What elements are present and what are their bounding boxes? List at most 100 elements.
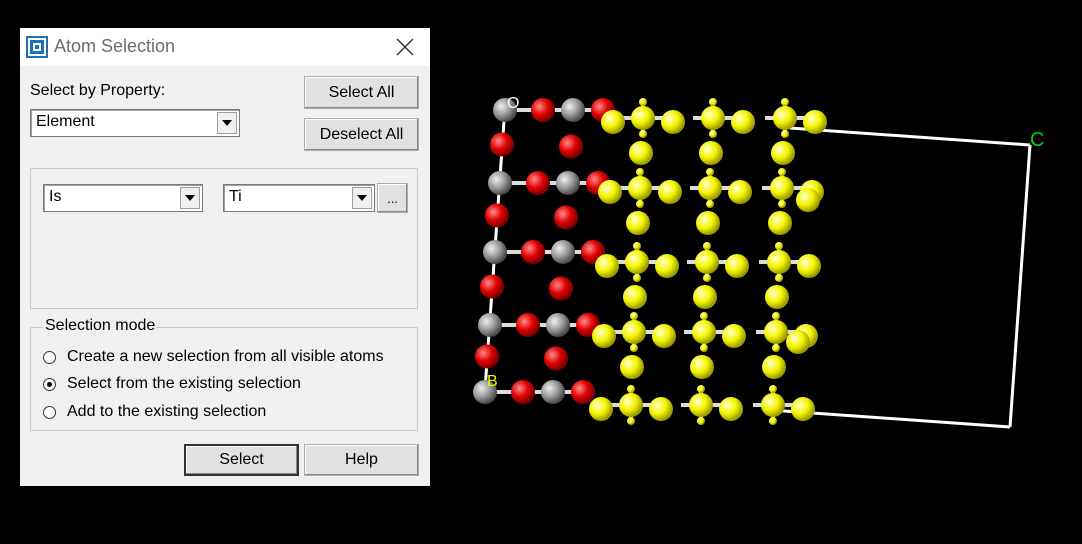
selected-oxygen-atom[interactable] xyxy=(697,385,705,393)
selected-oxygen-atom[interactable] xyxy=(772,344,780,352)
selected-oxygen-atom[interactable] xyxy=(769,385,777,393)
titanium-atom[interactable] xyxy=(556,171,580,195)
oxygen-atom[interactable] xyxy=(554,205,578,230)
selected-oxygen-atom[interactable] xyxy=(706,168,714,176)
titanium-atom[interactable] xyxy=(546,313,570,337)
selected-titanium-atom[interactable] xyxy=(689,393,713,417)
selected-oxygen-atom[interactable] xyxy=(765,285,789,309)
selected-oxygen-atom[interactable] xyxy=(690,355,714,379)
oxygen-atom[interactable] xyxy=(485,203,509,228)
selected-oxygen-atom[interactable] xyxy=(791,397,815,421)
molecule-viewport[interactable]: C O B xyxy=(440,60,1082,480)
radio-select-from-existing[interactable]: Select from the existing selection xyxy=(43,375,301,393)
titanium-atom[interactable] xyxy=(473,380,497,404)
selected-titanium-atom[interactable] xyxy=(770,176,794,200)
selected-titanium-atom[interactable] xyxy=(695,250,719,274)
selected-oxygen-atom[interactable] xyxy=(778,168,786,176)
selected-oxygen-atom[interactable] xyxy=(700,344,708,352)
titanium-atom[interactable] xyxy=(551,240,575,264)
selected-oxygen-atom[interactable] xyxy=(626,211,650,235)
selected-oxygen-atom[interactable] xyxy=(589,397,613,421)
selected-titanium-atom[interactable] xyxy=(692,320,716,344)
select-all-button[interactable]: Select All xyxy=(304,76,419,109)
radio-button[interactable] xyxy=(43,405,56,419)
selected-oxygen-atom[interactable] xyxy=(709,130,717,138)
selected-oxygen-atom[interactable] xyxy=(722,324,746,348)
selected-oxygen-atom[interactable] xyxy=(803,110,827,134)
operator-select[interactable]: Is xyxy=(43,184,203,212)
close-icon[interactable] xyxy=(394,36,416,58)
oxygen-atom[interactable] xyxy=(521,240,545,264)
selected-oxygen-atom[interactable] xyxy=(620,355,644,379)
select-button[interactable]: Select xyxy=(184,444,299,476)
selected-oxygen-atom[interactable] xyxy=(728,180,752,204)
selected-oxygen-atom[interactable] xyxy=(636,168,644,176)
titanium-atom[interactable] xyxy=(561,98,585,122)
titanium-atom[interactable] xyxy=(488,171,512,195)
selected-oxygen-atom[interactable] xyxy=(775,274,783,282)
selected-oxygen-atom[interactable] xyxy=(762,355,786,379)
selected-oxygen-atom[interactable] xyxy=(768,211,792,235)
selected-oxygen-atom[interactable] xyxy=(693,285,717,309)
selected-oxygen-atom[interactable] xyxy=(769,417,777,425)
titanium-atom[interactable] xyxy=(478,313,502,337)
radio-add-to-existing[interactable]: Add to the existing selection xyxy=(43,403,266,421)
property-select[interactable]: Element xyxy=(30,109,240,137)
selected-oxygen-atom[interactable] xyxy=(696,211,720,235)
selected-oxygen-atom[interactable] xyxy=(781,130,789,138)
selected-oxygen-atom[interactable] xyxy=(627,417,635,425)
selected-oxygen-atom[interactable] xyxy=(775,242,783,250)
selected-oxygen-atom[interactable] xyxy=(797,254,821,278)
selected-oxygen-atom[interactable] xyxy=(633,242,641,250)
selected-oxygen-atom[interactable] xyxy=(796,188,820,212)
selected-oxygen-atom[interactable] xyxy=(771,141,795,165)
selected-oxygen-atom[interactable] xyxy=(706,200,714,208)
selected-oxygen-atom[interactable] xyxy=(781,98,789,106)
oxygen-atom[interactable] xyxy=(490,132,514,157)
selected-oxygen-atom[interactable] xyxy=(598,180,622,204)
selected-titanium-atom[interactable] xyxy=(628,176,652,200)
selected-oxygen-atom[interactable] xyxy=(778,200,786,208)
selected-oxygen-atom[interactable] xyxy=(786,330,810,354)
selected-titanium-atom[interactable] xyxy=(773,106,797,130)
selected-oxygen-atom[interactable] xyxy=(699,141,723,165)
value-select[interactable]: Ti xyxy=(223,184,375,212)
oxygen-atom[interactable] xyxy=(480,274,504,299)
ellipsis-button[interactable]: ... xyxy=(377,183,408,213)
oxygen-atom[interactable] xyxy=(544,346,568,371)
selected-titanium-atom[interactable] xyxy=(622,320,646,344)
oxygen-atom[interactable] xyxy=(526,171,550,195)
chevron-down-icon[interactable] xyxy=(180,187,200,209)
selected-oxygen-atom[interactable] xyxy=(601,110,625,134)
selected-oxygen-atom[interactable] xyxy=(623,285,647,309)
selected-oxygen-atom[interactable] xyxy=(639,130,647,138)
selected-oxygen-atom[interactable] xyxy=(652,324,676,348)
titanium-atom[interactable] xyxy=(483,240,507,264)
selected-oxygen-atom[interactable] xyxy=(592,324,616,348)
selected-oxygen-atom[interactable] xyxy=(772,312,780,320)
oxygen-atom[interactable] xyxy=(559,134,583,159)
oxygen-atom[interactable] xyxy=(511,380,535,404)
chevron-down-icon[interactable] xyxy=(352,187,372,209)
radio-button[interactable] xyxy=(43,350,56,364)
selected-oxygen-atom[interactable] xyxy=(630,312,638,320)
selected-oxygen-atom[interactable] xyxy=(719,397,743,421)
selected-titanium-atom[interactable] xyxy=(698,176,722,200)
selected-oxygen-atom[interactable] xyxy=(629,141,653,165)
selected-oxygen-atom[interactable] xyxy=(655,254,679,278)
selected-oxygen-atom[interactable] xyxy=(633,274,641,282)
selected-oxygen-atom[interactable] xyxy=(627,385,635,393)
titanium-atom[interactable] xyxy=(493,98,517,122)
selected-oxygen-atom[interactable] xyxy=(649,397,673,421)
titanium-atom[interactable] xyxy=(541,380,565,404)
selected-titanium-atom[interactable] xyxy=(701,106,725,130)
selected-oxygen-atom[interactable] xyxy=(630,344,638,352)
selected-oxygen-atom[interactable] xyxy=(700,312,708,320)
chevron-down-icon[interactable] xyxy=(217,112,237,134)
selected-titanium-atom[interactable] xyxy=(619,393,643,417)
oxygen-atom[interactable] xyxy=(475,344,499,369)
oxygen-atom[interactable] xyxy=(531,98,555,122)
selected-titanium-atom[interactable] xyxy=(764,320,788,344)
selected-oxygen-atom[interactable] xyxy=(703,274,711,282)
selected-oxygen-atom[interactable] xyxy=(639,98,647,106)
